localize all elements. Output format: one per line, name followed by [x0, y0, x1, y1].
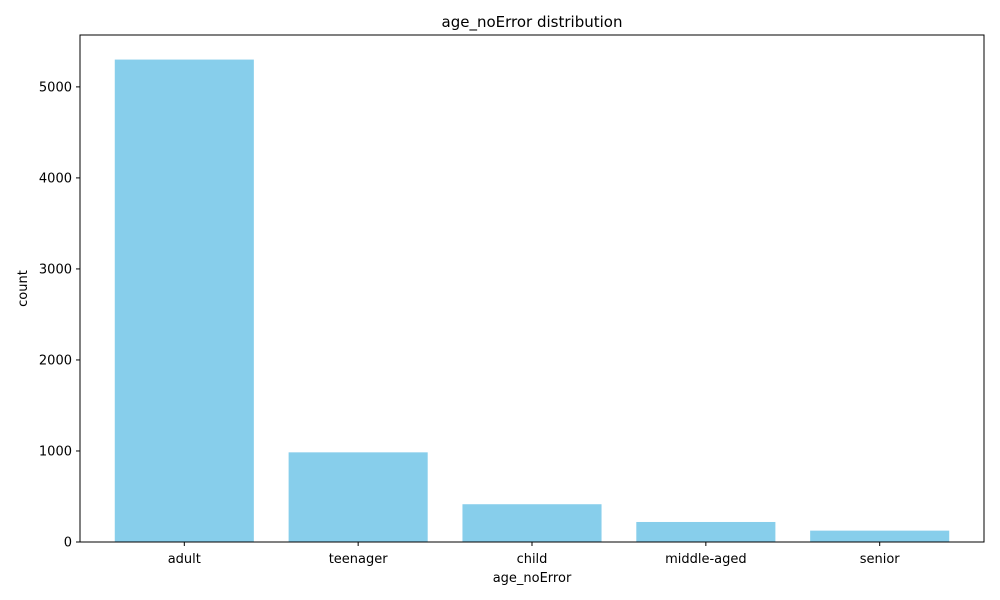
x-tick-label: teenager: [329, 552, 389, 567]
bar-adult: [114, 59, 254, 543]
x-tick-label: child: [517, 552, 548, 567]
chart-title: age_noError distribution: [442, 13, 623, 32]
x-tick-label: senior: [860, 552, 901, 567]
y-tick-label: 0: [64, 536, 72, 551]
bars-group: [114, 59, 950, 543]
x-tick-label: adult: [168, 552, 201, 567]
x-tick-label: middle-aged: [665, 552, 747, 567]
bar-child: [462, 504, 602, 542]
y-axis-ticks: 0 1000 2000 3000 4000 5000: [39, 80, 80, 551]
y-tick-label: 1000: [39, 444, 72, 459]
bar-teenager: [288, 452, 428, 542]
x-axis-ticks: adult teenager child middle-aged senior: [168, 542, 901, 567]
y-tick-label: 3000: [39, 262, 72, 277]
bar-senior: [810, 530, 950, 542]
bar-middle-aged: [636, 521, 776, 542]
plot-frame: [79, 34, 985, 543]
x-axis-label: age_noError: [493, 571, 572, 586]
y-tick-label: 5000: [39, 80, 72, 95]
y-axis-label: count: [16, 270, 31, 307]
y-tick-label: 2000: [39, 353, 72, 368]
y-tick-label: 4000: [39, 171, 72, 186]
